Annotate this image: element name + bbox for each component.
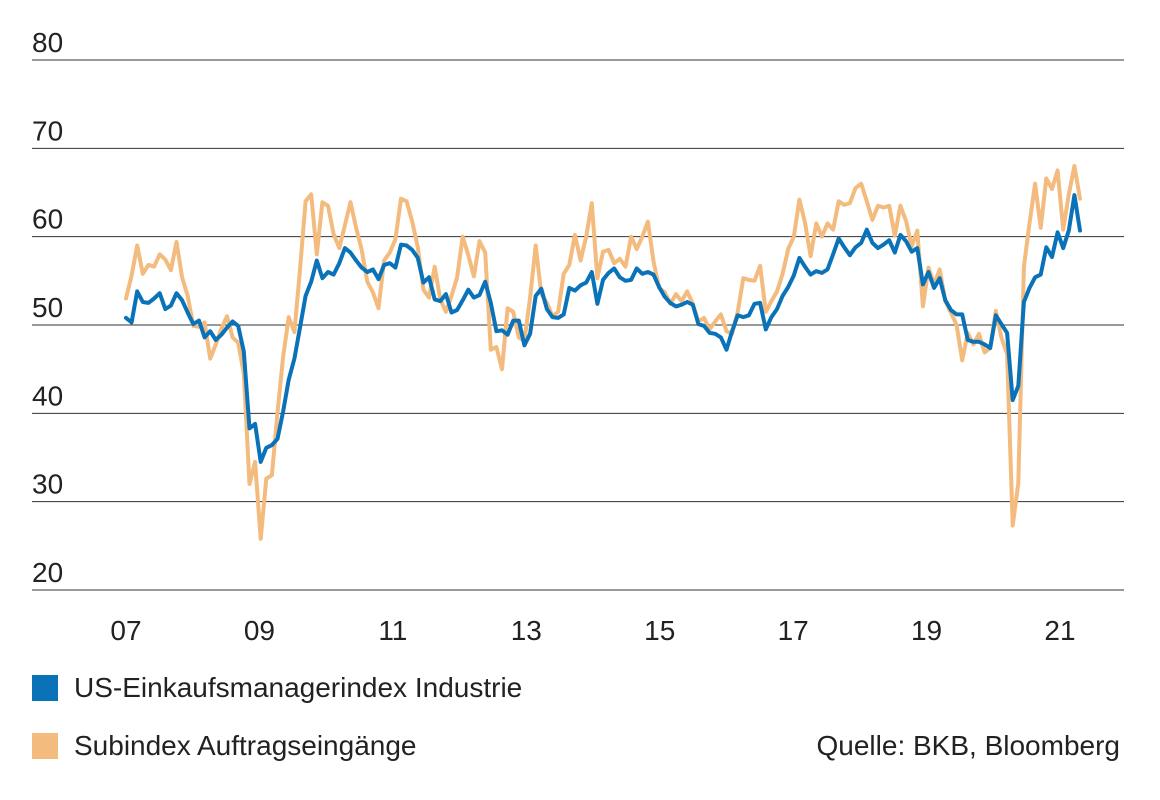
y-tick-label-30: 30 bbox=[32, 469, 63, 500]
source-note: Quelle: BKB, Bloomberg bbox=[816, 730, 1121, 761]
y-gridlines bbox=[32, 59, 1124, 591]
x-tick-label-11: 11 bbox=[378, 615, 407, 646]
legend-swatch-new-orders bbox=[32, 733, 58, 759]
x-tick-label-15: 15 bbox=[644, 615, 675, 646]
y-tick-label-80: 80 bbox=[32, 27, 63, 58]
legend-swatch-pmi bbox=[32, 675, 58, 701]
x-axis-tick-labels: 07 09 11 13 15 17 19 21 bbox=[110, 615, 1075, 646]
series-line-new-orders bbox=[124, 164, 1082, 541]
legend-label-pmi: US-Einkaufsmanagerindex Industrie bbox=[74, 672, 523, 703]
line-chart: 20 30 40 50 60 70 80 07 09 11 13 15 17 19 21 bbox=[32, 27, 1124, 646]
legend-item-pmi: US-Einkaufsmanagerindex Industrie bbox=[32, 672, 522, 704]
y-tick-label-70: 70 bbox=[32, 115, 63, 146]
x-tick-label-07: 07 bbox=[110, 615, 141, 646]
x-tick-label-17: 17 bbox=[778, 615, 809, 646]
series-lines bbox=[124, 164, 1082, 541]
y-axis-tick-labels: 20 30 40 50 60 70 80 bbox=[32, 27, 63, 588]
y-tick-label-60: 60 bbox=[32, 204, 63, 235]
legend-label-new-orders: Subindex Auftragseingänge bbox=[74, 730, 417, 761]
x-tick-label-13: 13 bbox=[511, 615, 542, 646]
y-tick-label-20: 20 bbox=[32, 557, 63, 588]
y-tick-label-50: 50 bbox=[32, 292, 63, 323]
x-tick-label-09: 09 bbox=[244, 615, 275, 646]
x-tick-label-21: 21 bbox=[1044, 615, 1075, 646]
x-tick-label-19: 19 bbox=[911, 615, 942, 646]
series-line-pmi bbox=[124, 193, 1082, 464]
y-tick-label-40: 40 bbox=[32, 380, 63, 411]
legend-item-new-orders: Subindex Auftragseingänge bbox=[32, 730, 417, 762]
